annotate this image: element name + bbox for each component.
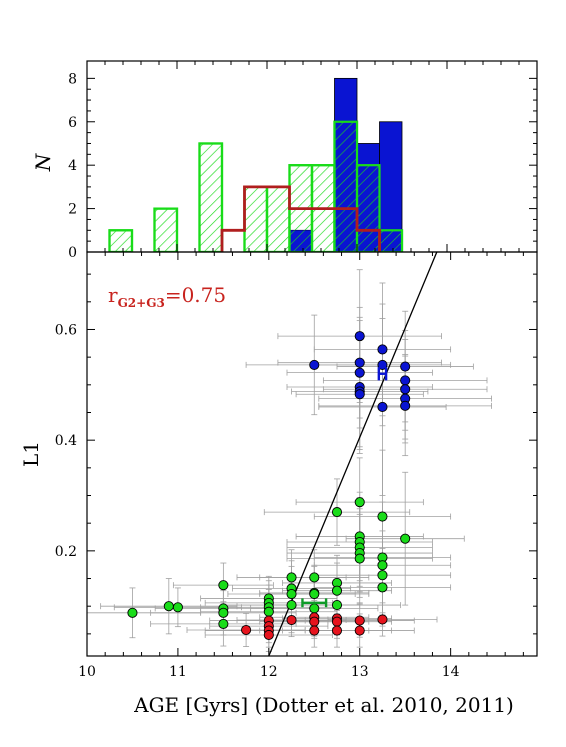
scatter-point-red: [331, 625, 343, 636]
histogram-y-tick-label: 0: [68, 245, 77, 261]
scatter-point-green: [354, 497, 365, 508]
scatter-point-green: [309, 603, 320, 614]
scatter-point-green: [377, 511, 388, 522]
histogram-y-tick-label: 4: [68, 158, 77, 174]
histogram-bar-overlap: [357, 165, 380, 252]
scatter-point-green: [377, 560, 388, 571]
scatter-point-green: [377, 582, 388, 593]
histogram-bar-green: [153, 207, 179, 252]
scatter-point-blue: [400, 400, 411, 411]
histogram-step-red: [220, 185, 381, 252]
scatter-point-red: [286, 614, 297, 626]
scatter-point-red: [263, 629, 274, 641]
scatter-point-red: [309, 616, 320, 627]
scatter-point-green: [377, 570, 388, 581]
scatter-marks: [87, 252, 492, 656]
scatter-point-green: [218, 580, 229, 591]
scatter-y-tick-label: 0.2: [55, 544, 77, 560]
scatter-x-tick-label: 12: [260, 664, 278, 680]
scatter-point-green: [354, 553, 365, 564]
scatter-point-green: [331, 600, 343, 611]
histogram-bars: [108, 77, 404, 252]
scatter-frame: [86, 251, 538, 657]
scatter-x-tick-label: 11: [169, 664, 187, 680]
annotation-subscript: G2+G3: [118, 296, 165, 310]
histogram-bar-green-outline: [153, 207, 179, 252]
scatter-x-tick-label: 14: [442, 664, 460, 680]
scatter-point-green: [127, 607, 138, 618]
correlation-annotation: rG2+G3=0.75: [108, 283, 226, 310]
scatter-point-green: [172, 602, 183, 613]
scatter-point-green: [309, 588, 320, 600]
scatter-point-green: [286, 600, 297, 611]
scatter-point-green: [331, 507, 343, 518]
histogram-bar-green: [265, 185, 291, 252]
histogram-panel: 0 2 4 6 8 N: [31, 60, 538, 261]
scatter-point-green: [218, 607, 229, 618]
scatter-point-blue: [354, 367, 365, 378]
histogram-bar-overlap: [334, 121, 357, 252]
scatter-point-blue: [309, 359, 320, 370]
x-axis-label: AGE [Gyrs] (Dotter et al. 2010, 2011): [133, 693, 514, 717]
histogram-y-tick-label: 6: [68, 115, 77, 131]
scatter-y-tick-label: 0.4: [55, 433, 77, 449]
scatter-y-tick-label: 0.6: [55, 322, 77, 338]
scatter-point-blue: [354, 389, 365, 400]
annotation-value: =0.75: [165, 283, 226, 307]
scatter-point-blue: [354, 331, 365, 342]
scatter-point-red: [377, 614, 388, 625]
histogram-bar-green: [198, 142, 224, 252]
scatter-point-blue: [400, 361, 411, 372]
fit-line: [268, 252, 438, 656]
scatter-point-red: [354, 615, 365, 626]
scatter-panel: 0.2 0.4 0.6 10 11 12 13 14 L1 AGE [Gyrs] (Dotte…: [19, 251, 538, 717]
scatter-point-red: [309, 625, 320, 636]
scatter-point-green: [286, 572, 297, 583]
scatter-x-tick-label: 10: [78, 664, 96, 680]
scatter-point-green: [163, 601, 174, 612]
scatter-point-red: [354, 625, 365, 636]
scatter-x-tick-label: 13: [351, 664, 369, 680]
histogram-bar-green: [108, 229, 134, 252]
histogram-y-tick-label: 8: [68, 71, 77, 87]
histogram-bar-overlap: [379, 230, 402, 252]
scatter-point-blue: [377, 359, 388, 370]
histogram-y-tick-label: 2: [68, 202, 77, 218]
scatter-point-green: [331, 585, 343, 596]
histogram-axes: 0 2 4 6 8: [68, 60, 538, 261]
scatter-point-blue: [400, 375, 411, 386]
scatter-point-blue: [377, 344, 388, 355]
scatter-point-green: [263, 606, 274, 617]
histogram-y-axis-label: N: [31, 152, 55, 172]
scatter-point-blue: [354, 357, 365, 368]
scatter-point-blue: [377, 401, 388, 413]
annotation-base: r: [108, 283, 118, 307]
scatter-point-blue: [400, 384, 411, 395]
scatter-point-red: [331, 616, 343, 627]
scatter-point-green: [309, 572, 320, 583]
scatter-point-green: [218, 618, 229, 629]
histogram-bar-green: [243, 185, 269, 252]
scatter-y-axis-label: L1: [19, 441, 43, 467]
histogram-bar-green-outline: [198, 142, 224, 252]
scatter-point-green: [286, 588, 297, 600]
scatter-axes: 0.2 0.4 0.6 10 11 12 13 14: [55, 251, 538, 680]
histogram-bar-green-outline: [108, 229, 134, 252]
scatter-point-red: [241, 624, 252, 636]
scatter-point-green: [400, 533, 411, 544]
histogram-bar-overlap: [289, 230, 312, 252]
